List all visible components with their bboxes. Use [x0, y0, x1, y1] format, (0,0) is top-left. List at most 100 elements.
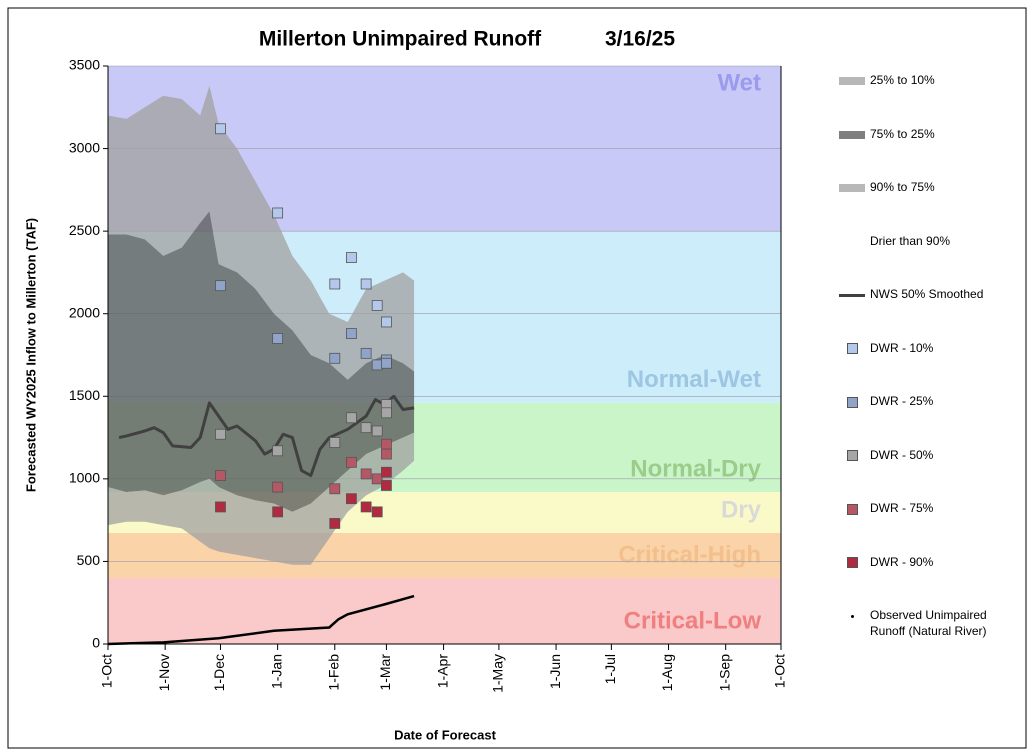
x-axis-label: Date of Forecast	[394, 727, 497, 742]
legend-swatch	[838, 447, 866, 465]
legend-item: 75% to 25%	[838, 126, 1020, 144]
x-tick-label: 1-Dec	[211, 654, 227, 691]
legend-swatch	[838, 393, 866, 411]
legend-item: DWR - 75%	[838, 500, 1020, 518]
legend-label: Observed Unimpaired Runoff (Natural Rive…	[870, 608, 987, 638]
legend-label: DWR - 25%	[870, 394, 934, 408]
point	[329, 518, 341, 529]
legend-item: Observed Unimpaired Runoff (Natural Rive…	[838, 607, 1020, 639]
legend-swatch	[838, 500, 866, 518]
legend-item: 25% to 10%	[838, 72, 1020, 90]
legend-item: Drier than 90%	[838, 233, 1020, 251]
x-tick-label: 1-Sep	[716, 654, 732, 692]
x-tick-label: 1-Jun	[547, 654, 563, 689]
point	[360, 278, 372, 290]
legend-item: 90% to 75%	[838, 179, 1020, 197]
point	[381, 466, 392, 478]
legend-swatch	[838, 126, 866, 144]
point	[272, 333, 284, 344]
y-tick-label: 3500	[69, 57, 100, 73]
legend-swatch	[838, 233, 866, 251]
zone-label: Dry	[721, 496, 762, 523]
legend-item: DWR - 25%	[838, 393, 1020, 411]
point	[381, 480, 392, 491]
observed-line	[107, 594, 415, 646]
point	[329, 483, 341, 495]
legend-label: Drier than 90%	[870, 233, 951, 248]
band	[108, 211, 415, 512]
point	[215, 470, 226, 481]
chart-subtitle: 3/16/25	[605, 28, 675, 51]
point	[272, 445, 284, 457]
zone-label: Normal-Wet	[627, 366, 761, 393]
legend-label: DWR - 75%	[870, 501, 934, 515]
x-tick-label: 1-Mar	[377, 654, 393, 691]
point	[381, 448, 392, 460]
legend-swatch	[838, 340, 866, 358]
x-tick-label: 1-Jan	[268, 654, 284, 689]
point	[371, 359, 383, 371]
point	[360, 422, 372, 434]
point	[215, 501, 226, 513]
point	[345, 493, 357, 505]
point	[215, 123, 226, 135]
legend-item: DWR - 10%	[838, 340, 1020, 358]
x-tick-label: 1-Jul	[602, 654, 618, 684]
y-tick-label: 0	[92, 635, 100, 651]
legend-label: DWR - 10%	[870, 340, 934, 355]
legend-item: DWR - 90%	[838, 554, 1020, 572]
zone-label: Critical-Low	[624, 607, 762, 634]
point	[215, 428, 226, 440]
point	[345, 252, 357, 263]
legend-swatch	[838, 554, 866, 572]
point	[360, 468, 372, 480]
y-tick-label: 1500	[69, 387, 100, 403]
legend-label: DWR - 90%	[870, 554, 934, 569]
legend-label: 25% to 10%	[870, 73, 935, 87]
zone-label: Wet	[717, 69, 761, 96]
x-tick-label: 1-May	[490, 654, 506, 693]
legend-label: DWR - 50%	[870, 447, 934, 462]
point	[371, 300, 383, 311]
y-tick-label: 2500	[69, 222, 100, 238]
point	[272, 506, 284, 518]
point	[360, 501, 372, 513]
frame	[7, 7, 1027, 749]
zone-label: Critical-High	[618, 541, 761, 568]
line	[118, 394, 415, 478]
y-tick-label: 500	[77, 552, 101, 568]
point	[345, 412, 357, 424]
point	[381, 438, 392, 450]
y-axis-label: Forecasted WY2025 Inflow to Millerton (T…	[23, 218, 38, 492]
x-tick-label: 1-Apr	[434, 654, 450, 689]
point	[345, 456, 357, 468]
legend-swatch	[838, 179, 866, 197]
x-tick-label: 1-Nov	[156, 654, 172, 691]
point	[371, 506, 383, 518]
legend-label: 90% to 75%	[870, 180, 935, 194]
y-tick-label: 3000	[69, 139, 100, 155]
zone-label: Normal-Dry	[630, 455, 761, 482]
band	[108, 85, 415, 380]
point	[329, 278, 341, 290]
point	[381, 357, 392, 369]
point	[381, 407, 392, 419]
y-tick-label: 1000	[69, 470, 100, 486]
legend-item: DWR - 50%	[838, 447, 1020, 465]
point	[381, 316, 392, 328]
point	[360, 347, 372, 359]
x-tick-label: 1-Aug	[659, 654, 675, 691]
legend-swatch	[838, 72, 866, 90]
zone	[108, 577, 781, 644]
point	[272, 481, 284, 493]
y-tick-label: 2000	[69, 304, 100, 320]
point	[329, 352, 341, 364]
x-tick-label: 1-Oct	[772, 654, 788, 688]
point	[329, 437, 341, 448]
x-tick-label: 1-Oct	[99, 654, 115, 688]
chart-title: Millerton Unimpaired Runoff	[259, 28, 542, 51]
legend-swatch	[838, 286, 866, 304]
legend-label: 75% to 25%	[870, 126, 935, 141]
